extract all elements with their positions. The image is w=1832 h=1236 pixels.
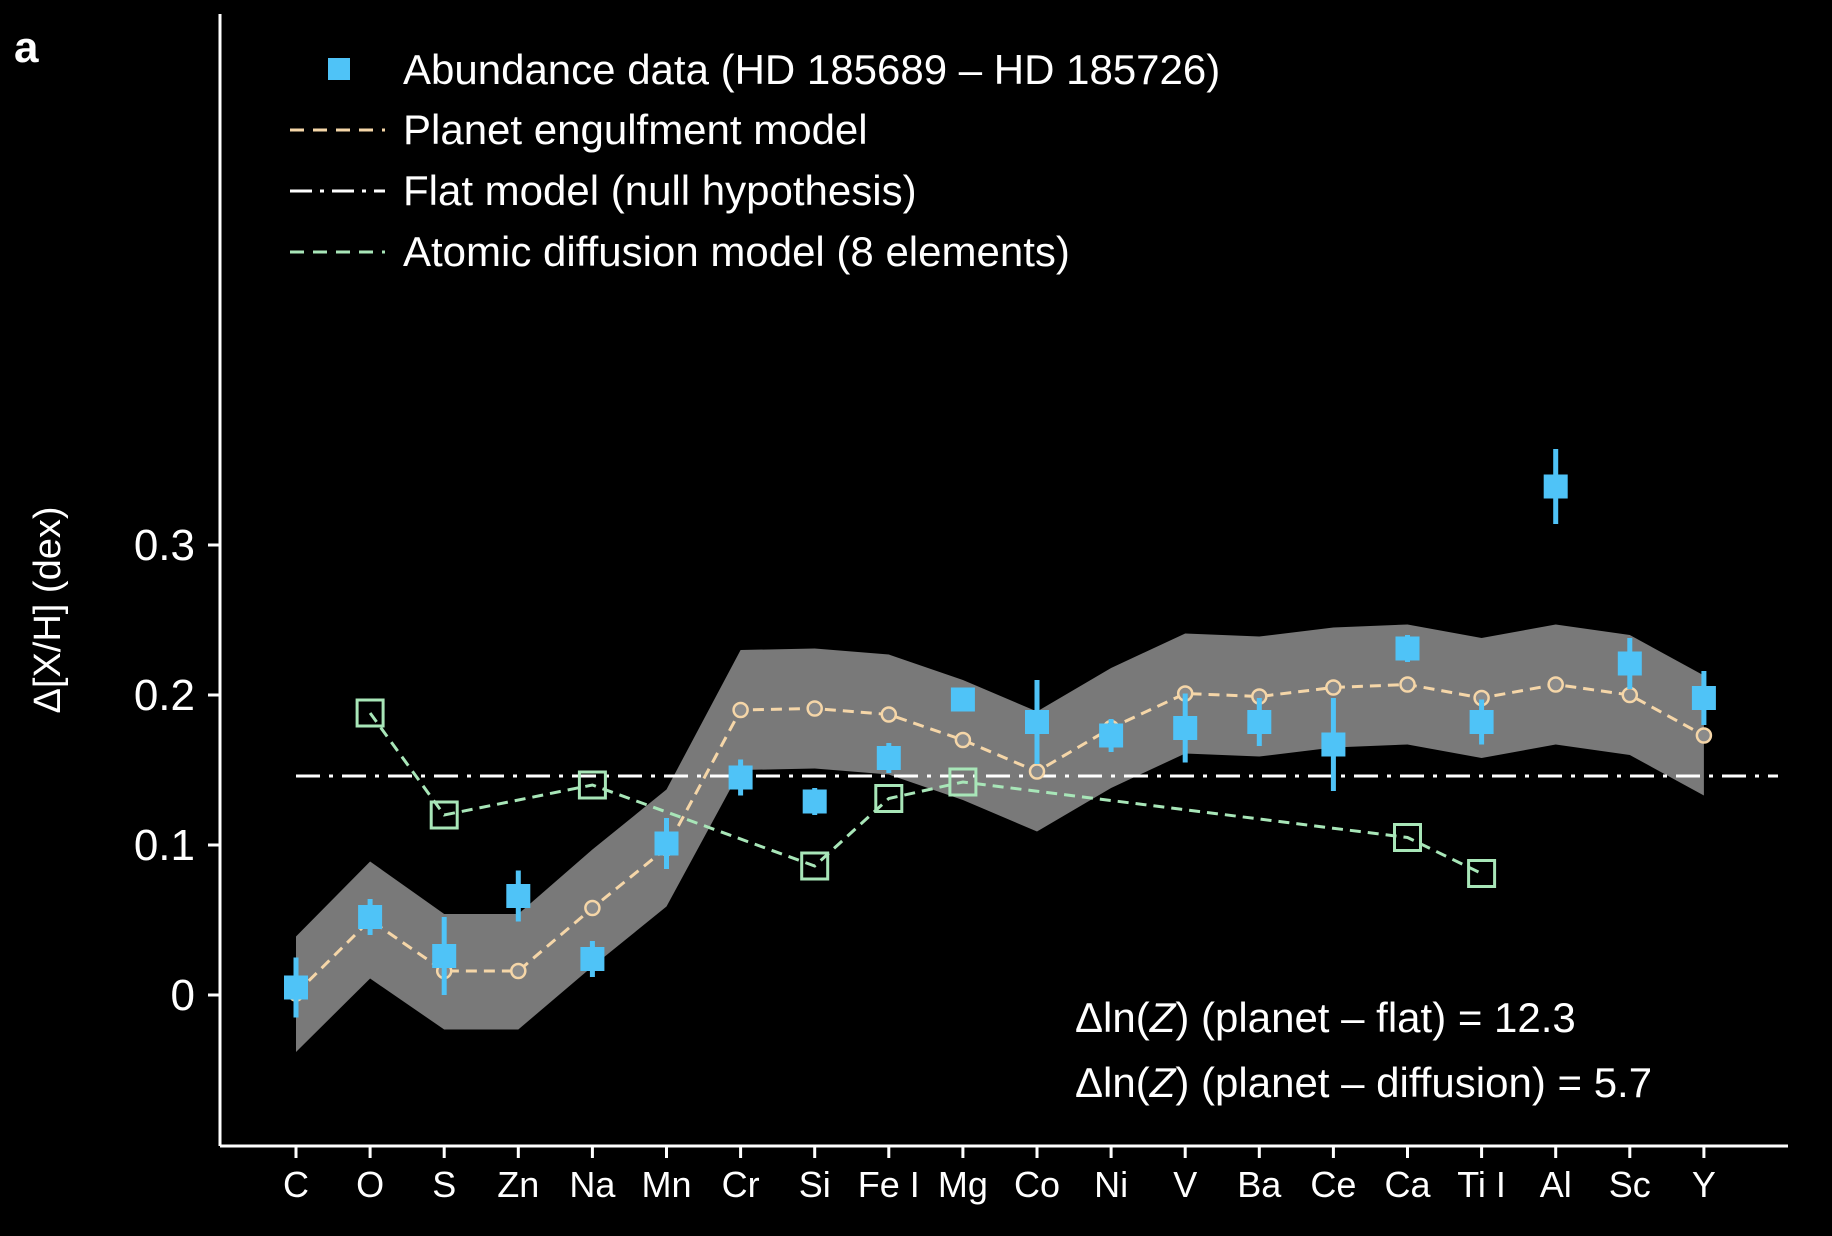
planet-model-point-co [1028, 763, 1046, 780]
diffusion-model-point-fe-i [874, 784, 904, 813]
x-tick-label-si: Si [799, 1164, 831, 1205]
x-tick-label-al: Al [1540, 1164, 1572, 1205]
x-tick-label-ba: Ba [1237, 1164, 1282, 1205]
planet-model-point-al [1547, 676, 1564, 693]
x-tick-label-ni: Ni [1094, 1164, 1128, 1205]
abundance-marker-cr [728, 765, 753, 790]
abundance-marker-ce [1321, 732, 1346, 757]
x-tick-label-y: Y [1692, 1164, 1716, 1205]
abundance-marker-al [1543, 474, 1568, 499]
diffusion-model-point-si [800, 851, 830, 881]
y-axis-label: Δ[X/H] (dex) [27, 507, 69, 714]
abundance-marker-ba [1247, 710, 1272, 734]
legend-marker-data [328, 58, 350, 80]
planet-model-point-fe-i [880, 706, 898, 723]
x-tick-label-fe-i: Fe I [858, 1164, 920, 1205]
x-tick-label-cr: Cr [722, 1164, 760, 1205]
planet-model-uncertainty-band [296, 624, 1704, 1052]
abundance-marker-v [1173, 716, 1198, 740]
x-tick-label-v: V [1173, 1164, 1197, 1205]
annotation-planet-diffusion: Δln(Z) (planet – diffusion) = 5.7 [1075, 1059, 1652, 1106]
abundance-marker-fe-i [876, 746, 901, 770]
annotation-planet-flat: Δln(Z) (planet – flat) = 12.3 [1075, 994, 1576, 1041]
y-tick-label-3: 0.3 [134, 521, 195, 570]
x-tick-label-sc: Sc [1609, 1164, 1651, 1205]
abundance-marker-mn [654, 831, 679, 856]
abundance-marker-ca [1395, 636, 1420, 661]
x-tick-label-s: S [432, 1164, 456, 1205]
diffusion-model-point-ti-i [1467, 859, 1497, 888]
diffusion-model-point-s [429, 800, 459, 830]
x-tick-label-zn: Zn [497, 1164, 539, 1205]
abundance-marker-na [580, 947, 605, 971]
x-tick-label-o: O [356, 1164, 384, 1205]
abundance-marker-c [284, 975, 308, 1000]
planet-model-point-ca [1399, 676, 1416, 693]
abundance-marker-sc [1617, 651, 1642, 676]
diffusion-model-point-ca [1393, 823, 1422, 852]
x-tick-label-ce: Ce [1310, 1164, 1356, 1205]
planet-model-point-si [806, 700, 823, 717]
abundance-marker-y [1691, 686, 1716, 710]
abundance-marker-zn [506, 884, 531, 908]
y-ticks: 0 0.1 0.2 0.3 [134, 521, 220, 1020]
diffusion-model-line [368, 712, 1483, 875]
abundance-marker-si [802, 789, 827, 814]
planet-model-point-na [584, 899, 601, 917]
x-tick-label-mn: Mn [641, 1164, 691, 1205]
abundance-marker-o [358, 905, 383, 929]
diffusion-model-point-mg [948, 767, 978, 797]
model-uncertainty-band-layer [296, 624, 1704, 1052]
panel-label: a [14, 23, 39, 72]
diffusion-model-layer [355, 698, 1497, 888]
x-tick-label-mg: Mg [938, 1164, 988, 1205]
x-tick-label-na: Na [569, 1164, 616, 1205]
planet-model-point-mg [954, 731, 972, 749]
planet-model-point-sc [1621, 686, 1639, 704]
x-tick-label-co: Co [1014, 1164, 1060, 1205]
planet-model-point-y [1695, 727, 1713, 744]
abundance-marker-co [1025, 710, 1049, 734]
y-tick-label-1: 0.1 [134, 821, 195, 870]
planet-model-point-ce [1325, 679, 1342, 696]
legend-label-flat: Flat model (null hypothesis) [403, 167, 917, 214]
legend: Abundance data (HD 185689 – HD 185726) P… [290, 46, 1220, 275]
x-tick-label-c: C [283, 1164, 309, 1205]
abundance-marker-mg [950, 687, 975, 712]
x-tick-label-ca: Ca [1384, 1164, 1431, 1205]
planet-model-point-zn [510, 962, 527, 980]
diffusion-model-point-na [577, 770, 607, 800]
x-tick-label-ti-i: Ti I [1457, 1164, 1506, 1205]
abundance-marker-ni [1099, 723, 1124, 748]
diffusion-model-point-o [355, 698, 385, 728]
legend-label-planet: Planet engulfment model [403, 106, 868, 153]
legend-label-diffusion: Atomic diffusion model (8 elements) [403, 228, 1070, 275]
abundance-marker-ti-i [1469, 710, 1494, 734]
x-ticks: C O S Zn Na Mn Cr Si Fe I Mg Co Ni V Ba Ce Ca Ti I Al Sc Y [283, 1146, 1716, 1205]
legend-label-data: Abundance data (HD 185689 – HD 185726) [403, 46, 1220, 93]
y-tick-label-0: 0 [171, 971, 195, 1020]
planet-model-point-cr [732, 701, 749, 719]
planet-model-line [294, 682, 1705, 995]
abundance-marker-s [432, 944, 457, 968]
abundance-data-layer [284, 449, 1716, 1018]
y-tick-label-2: 0.2 [134, 671, 195, 720]
